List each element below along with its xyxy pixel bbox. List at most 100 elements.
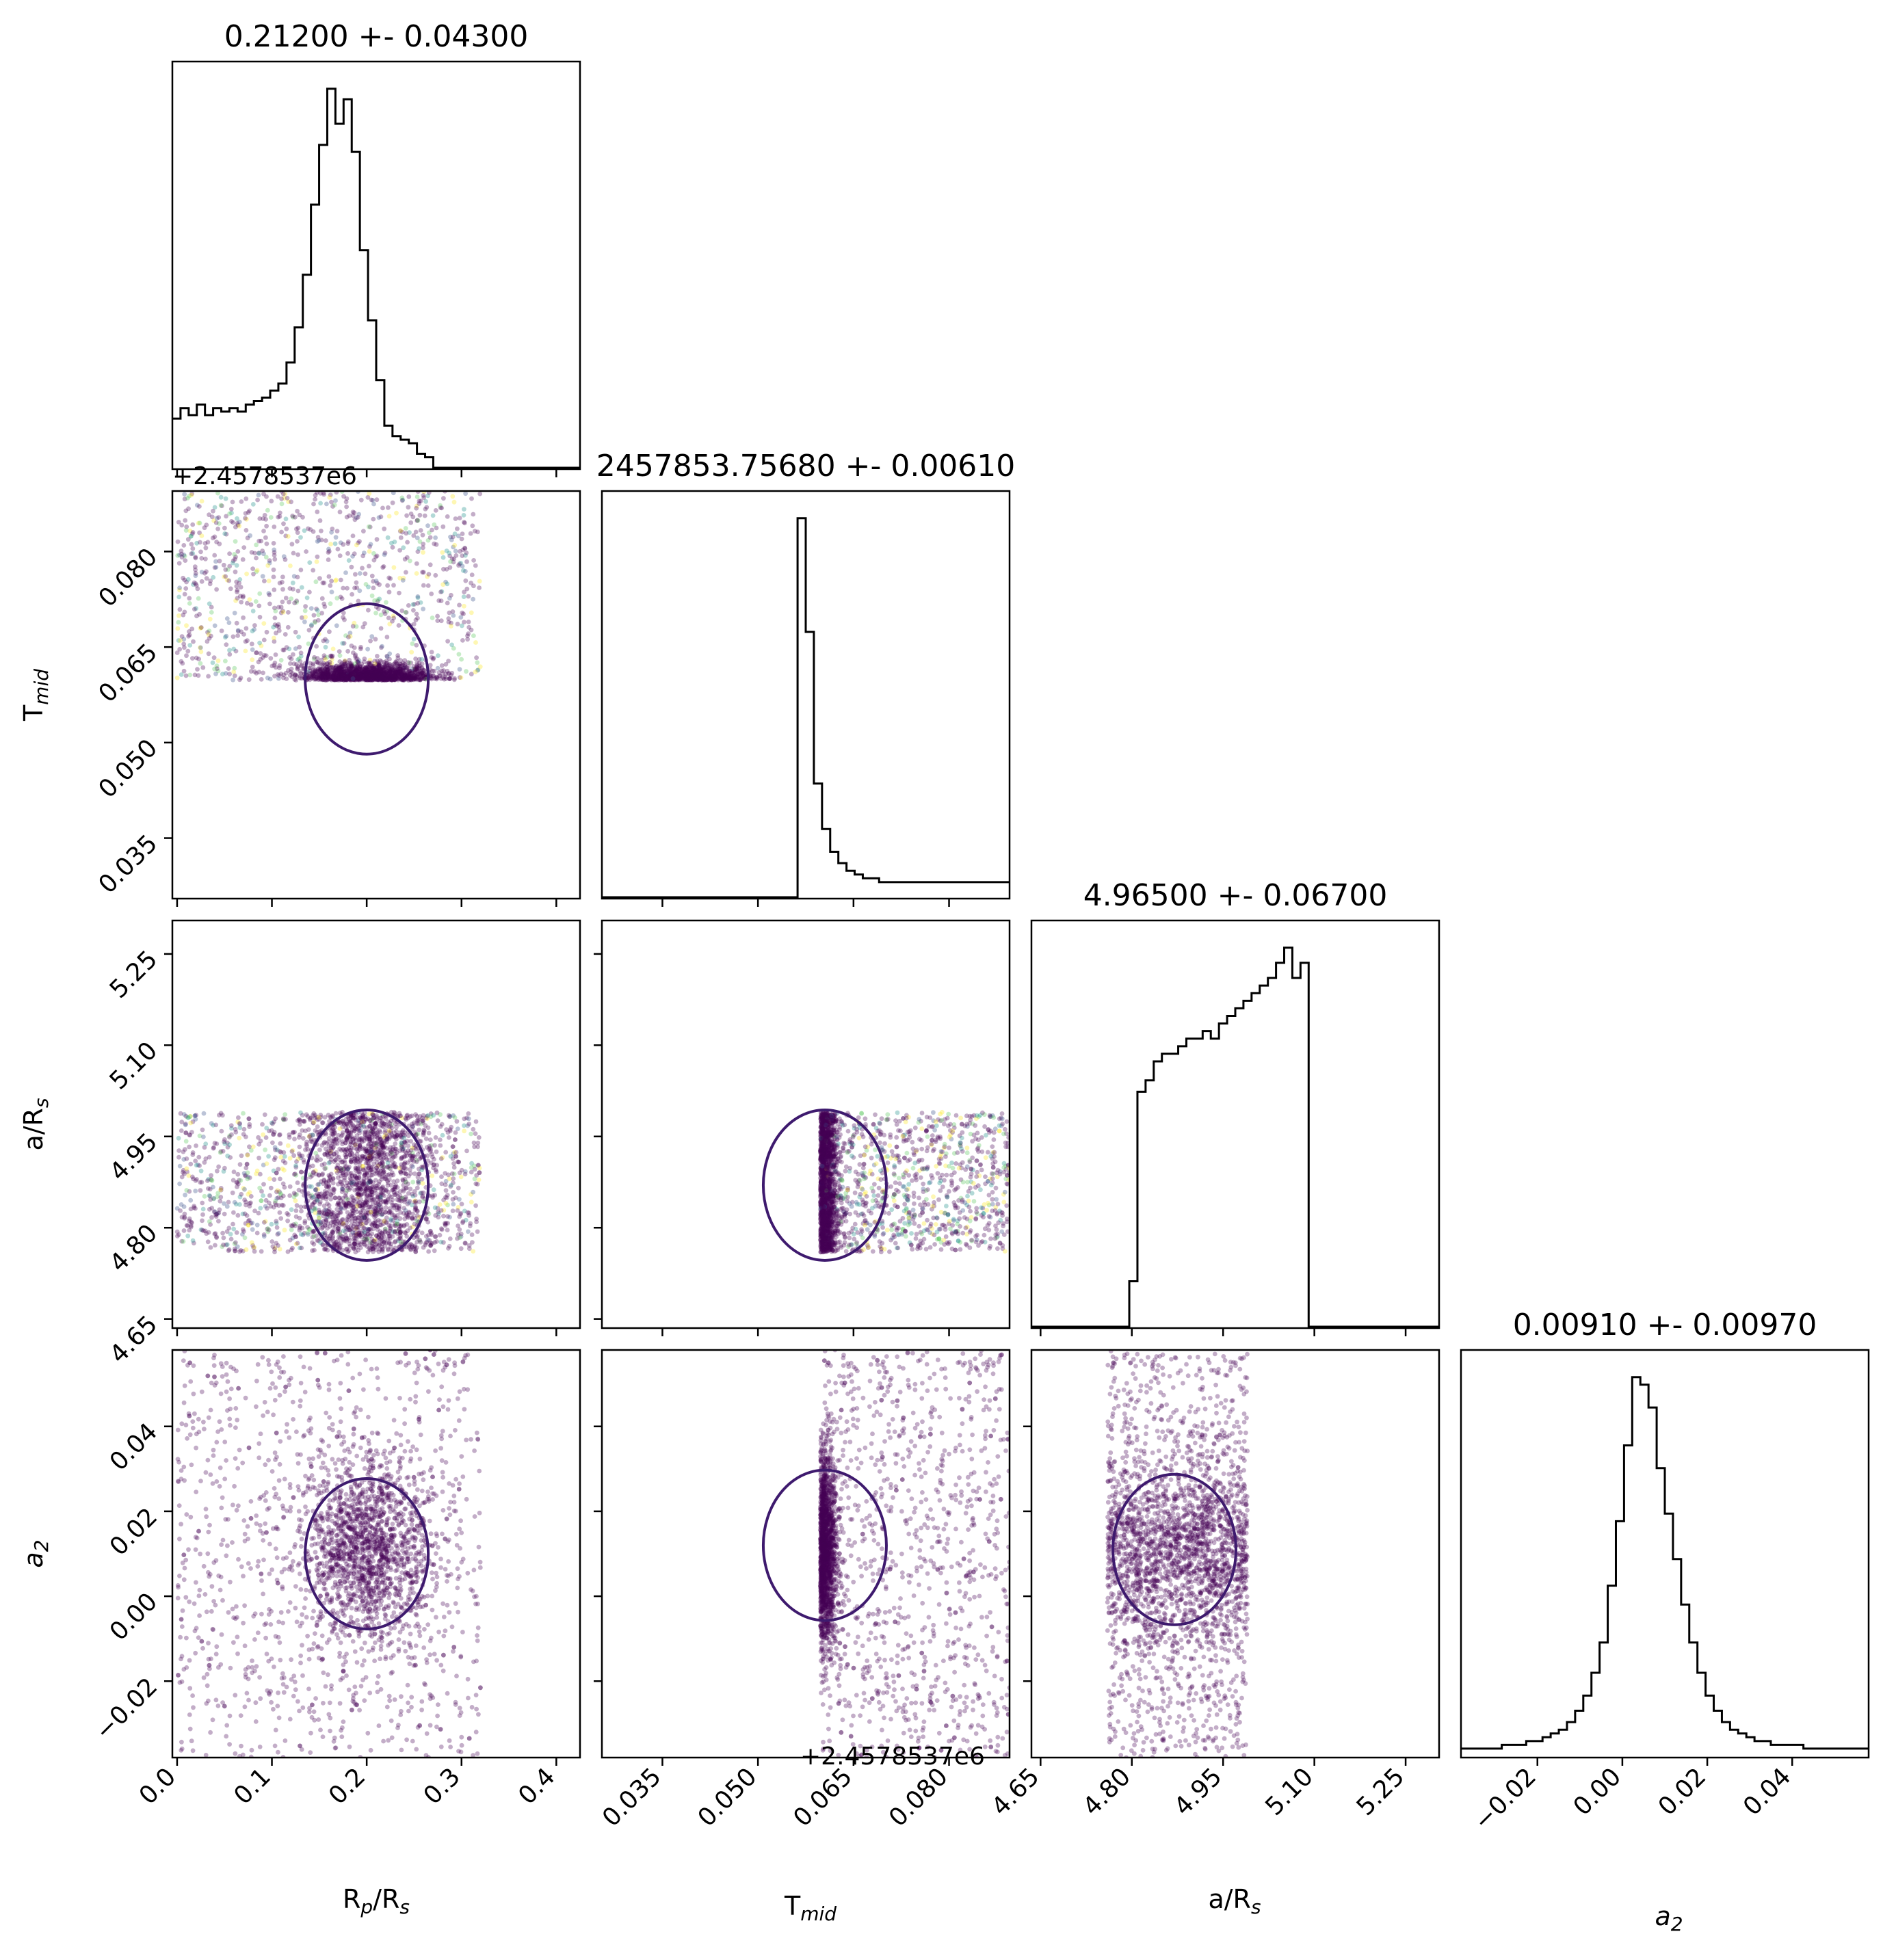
scatter-point bbox=[347, 513, 352, 518]
scatter-point bbox=[355, 677, 360, 683]
scatter-point bbox=[388, 674, 393, 679]
scatter-point bbox=[369, 669, 373, 674]
scatter-point bbox=[287, 1135, 292, 1140]
scatter-point bbox=[250, 502, 256, 507]
scatter-point bbox=[356, 674, 361, 680]
scatter-point bbox=[339, 670, 343, 675]
scatter-point bbox=[266, 579, 272, 583]
scatter-point bbox=[459, 536, 464, 542]
scatter-point bbox=[386, 676, 392, 681]
scatter-point bbox=[276, 605, 281, 610]
scatter-point bbox=[327, 666, 332, 672]
scatter-point bbox=[372, 672, 377, 677]
scatter-point bbox=[193, 555, 198, 561]
scatter-point bbox=[288, 564, 293, 568]
scatter-point bbox=[361, 675, 366, 680]
scatter-point bbox=[446, 616, 451, 621]
scatter-point bbox=[337, 668, 343, 673]
scatter-point bbox=[363, 670, 368, 675]
scatter-point bbox=[194, 1163, 199, 1168]
scatter-point bbox=[473, 1119, 479, 1124]
scatter-point bbox=[217, 558, 222, 564]
scatter-point bbox=[373, 676, 379, 681]
scatter-point bbox=[316, 1182, 321, 1187]
scatter-point bbox=[421, 1120, 425, 1125]
scatter-point bbox=[235, 590, 239, 595]
scatter-point bbox=[350, 675, 355, 680]
scatter-point bbox=[288, 661, 293, 666]
scatter-point bbox=[291, 514, 295, 520]
scatter-point bbox=[414, 674, 420, 680]
scatter-point bbox=[198, 645, 203, 650]
scatter-point bbox=[339, 677, 344, 683]
scatter-point bbox=[430, 1174, 435, 1178]
scatter-point bbox=[322, 672, 328, 676]
scatter-point bbox=[343, 676, 348, 682]
scatter-point bbox=[348, 666, 354, 671]
scatter-point bbox=[311, 673, 316, 678]
scatter-point bbox=[252, 669, 257, 674]
scatter-point bbox=[287, 646, 292, 652]
scatter-point bbox=[375, 599, 380, 604]
scatter-point bbox=[299, 663, 304, 668]
scatter-point bbox=[212, 534, 218, 540]
scatter-point bbox=[307, 677, 313, 683]
scatter-point bbox=[371, 585, 376, 591]
scatter-point bbox=[295, 552, 300, 557]
scatter-point bbox=[366, 607, 371, 613]
scatter-point bbox=[348, 677, 354, 683]
scatter-point bbox=[325, 674, 330, 680]
scatter-point bbox=[376, 1212, 381, 1217]
scatter-point bbox=[447, 1135, 451, 1140]
scatter-point bbox=[394, 675, 399, 680]
scatter-point bbox=[177, 587, 182, 593]
scatter-point bbox=[451, 1161, 456, 1166]
scatter-point bbox=[406, 1210, 412, 1216]
scatter-point bbox=[441, 566, 446, 572]
scatter-point bbox=[352, 645, 357, 650]
scatter-point bbox=[215, 491, 220, 496]
scatter-point bbox=[355, 1165, 360, 1171]
scatter-point bbox=[333, 1111, 339, 1116]
scatter-point bbox=[423, 1136, 429, 1141]
scatter-point bbox=[378, 668, 383, 673]
scatter-point bbox=[207, 581, 213, 587]
scatter-point bbox=[425, 583, 431, 588]
scatter-point bbox=[363, 672, 368, 677]
scatter-point bbox=[273, 609, 278, 613]
scatter-point bbox=[300, 1226, 305, 1231]
scatter-point bbox=[456, 652, 462, 657]
scatter-point bbox=[358, 674, 363, 679]
scatter-point bbox=[455, 622, 460, 626]
scatter-point bbox=[349, 672, 354, 677]
scatter-point bbox=[367, 672, 372, 678]
scatter-point bbox=[365, 670, 369, 676]
scatter-point bbox=[321, 1203, 327, 1208]
scatter-point bbox=[312, 1247, 317, 1253]
scatter-point bbox=[254, 569, 259, 574]
scatter-point bbox=[331, 1137, 337, 1141]
scatter-point bbox=[334, 577, 339, 583]
scatter-point bbox=[298, 535, 303, 540]
scatter-point bbox=[402, 1160, 408, 1165]
scatter-point bbox=[425, 574, 430, 579]
scatter-point bbox=[191, 639, 196, 644]
scatter-point bbox=[365, 1249, 371, 1255]
scatter-point bbox=[379, 645, 384, 650]
scatter-point bbox=[426, 1249, 431, 1254]
scatter-point bbox=[410, 674, 415, 678]
scatter-point bbox=[353, 674, 358, 679]
scatter-point bbox=[325, 670, 330, 676]
scatter-point bbox=[183, 528, 189, 533]
scatter-point bbox=[343, 676, 348, 680]
scatter-point bbox=[226, 1226, 232, 1231]
scatter-point bbox=[371, 673, 376, 678]
scatter-point bbox=[383, 670, 389, 675]
scatter-point bbox=[410, 677, 416, 682]
scatter-point bbox=[399, 672, 404, 677]
scatter-point bbox=[337, 1242, 341, 1247]
scatter-point bbox=[341, 675, 347, 680]
scatter-point bbox=[445, 1130, 451, 1135]
scatter-point bbox=[406, 505, 411, 510]
scatter-point bbox=[272, 557, 278, 562]
